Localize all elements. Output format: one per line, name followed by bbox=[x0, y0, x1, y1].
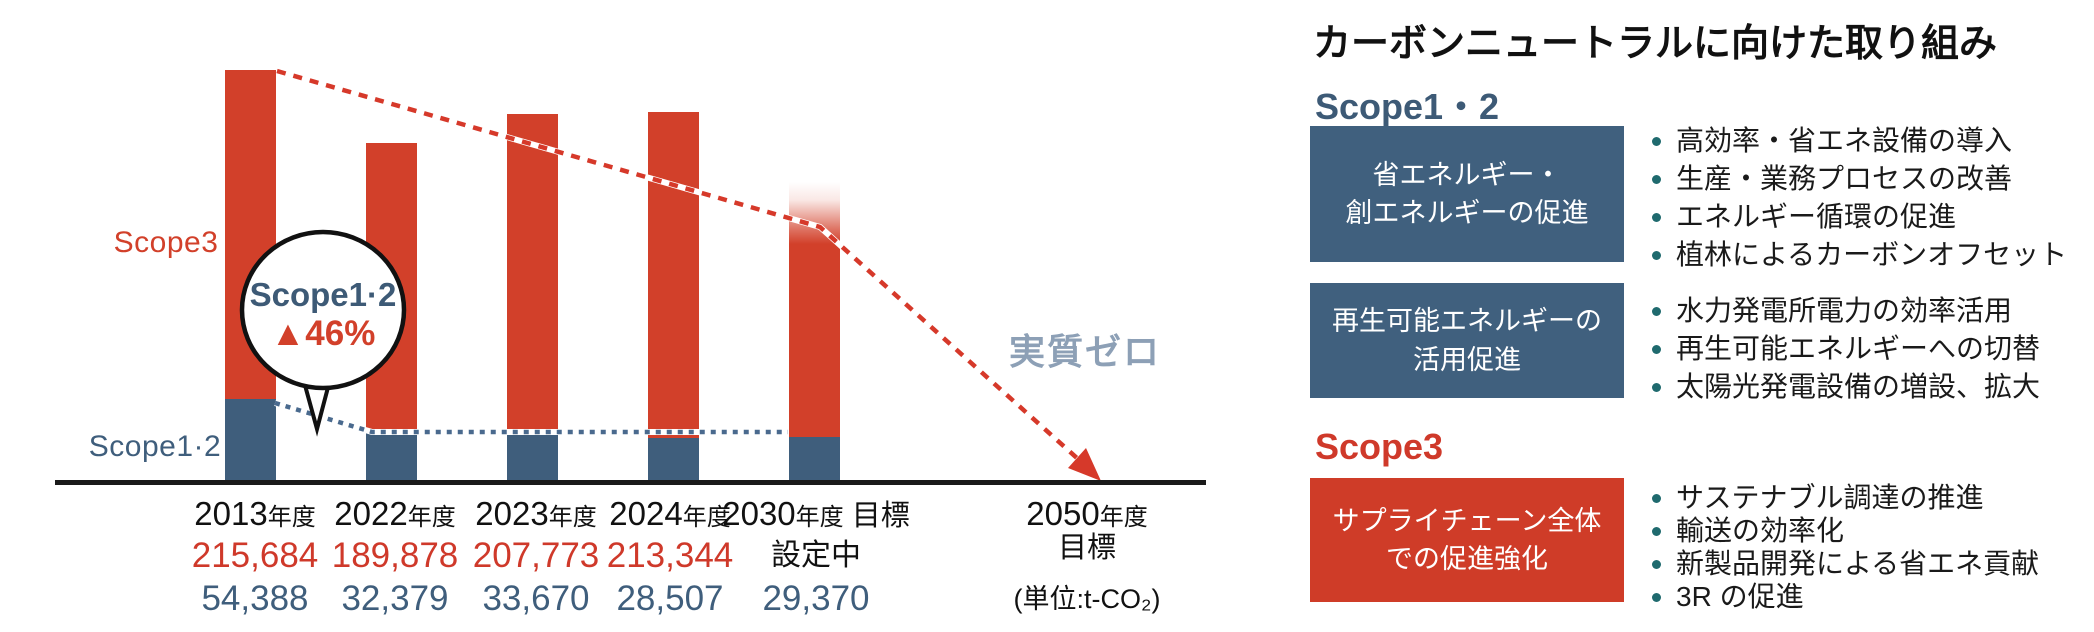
initiative-item: 高効率・省エネ設備の導入 bbox=[1652, 122, 2067, 160]
initiative-item: 水力発電所電力の効率活用 bbox=[1652, 292, 2040, 330]
scope3-value: 213,344 bbox=[606, 536, 734, 575]
initiative-item: 生産・業務プロセスの改善 bbox=[1652, 160, 2067, 198]
scope3-value: 189,878 bbox=[331, 536, 459, 575]
year-label: 2023年度 bbox=[475, 495, 597, 532]
initiative-item: 3R の促進 bbox=[1652, 580, 2039, 613]
x-axis-line bbox=[55, 480, 1206, 485]
callout-tail bbox=[300, 373, 334, 437]
scope12-segment bbox=[647, 438, 699, 482]
scope3-status: 設定中 bbox=[771, 539, 861, 572]
year-label: 2024年度 bbox=[609, 495, 731, 532]
initiative-item: 新製品開発による省エネ貢献 bbox=[1652, 547, 2039, 580]
scope12-segment bbox=[788, 437, 840, 482]
scope3-segment bbox=[506, 114, 558, 431]
scope12-value: 29,370 bbox=[762, 579, 870, 618]
scope3-segment bbox=[788, 182, 840, 437]
panel-title: カーボンニュートラルに向けた取り組み bbox=[1313, 23, 1998, 65]
scope3-value: 215,684 bbox=[191, 536, 319, 575]
scope12-segment bbox=[506, 431, 558, 482]
year-label: 2022年度 bbox=[334, 495, 456, 532]
unit-note: (単位:t-CO₂) bbox=[1013, 584, 1161, 614]
callout-text: Scope1·2 ▲46% bbox=[242, 276, 404, 354]
net-zero-label: 実質ゼロ bbox=[1008, 331, 1161, 372]
year-label: 2030年度 目標 bbox=[722, 495, 910, 532]
scope12-value: 28,507 bbox=[616, 579, 724, 618]
scope12-segment bbox=[365, 433, 417, 482]
scope3-heading: Scope3 bbox=[1315, 426, 1444, 467]
initiative-bullet-list-3: サステナブル調達の推進 輸送の効率化 新製品開発による省エネ貢献 3R の促進 bbox=[1652, 481, 2039, 613]
initiative-box-label: サプライチェーン全体 での促進強化 bbox=[1332, 505, 1602, 574]
initiative-box-1: 省エネルギー・ 創エネルギーの促進 bbox=[1310, 126, 1624, 262]
initiative-item: 再生可能エネルギーへの切替 bbox=[1652, 330, 2040, 368]
scope12-value: 33,670 bbox=[482, 579, 590, 618]
scope12-series-label: Scope1·2 bbox=[88, 430, 222, 463]
callout-reduction-value: ▲46% bbox=[270, 313, 376, 353]
initiative-item: 植林によるカーボンオフセット bbox=[1652, 236, 2067, 274]
initiative-box-label: 再生可能エネルギーの 活用促進 bbox=[1332, 306, 1602, 375]
year-label: 2050年度 bbox=[1026, 495, 1148, 532]
initiative-box-3: サプライチェーン全体 での促進強化 bbox=[1310, 478, 1624, 602]
initiative-box-2: 再生可能エネルギーの 活用促進 bbox=[1310, 283, 1624, 398]
scope12-heading: Scope1・2 bbox=[1315, 86, 1500, 127]
year-label: 2013年度 bbox=[194, 495, 316, 532]
scope12-value: 54,388 bbox=[201, 579, 309, 618]
scope3-value: 207,773 bbox=[472, 536, 600, 575]
initiative-bullet-list-1: 高効率・省エネ設備の導入 生産・業務プロセスの改善 エネルギー循環の促進 植林によるカ… bbox=[1652, 122, 2067, 274]
initiative-bullet-list-2: 水力発電所電力の効率活用 再生可能エネルギーへの切替 太陽光発電設備の増設、拡大 bbox=[1652, 292, 2040, 406]
scope3-series-label: Scope3 bbox=[113, 226, 219, 259]
scope12-segment bbox=[224, 399, 276, 482]
callout-scope-label: Scope1·2 bbox=[249, 276, 397, 313]
arrowhead-icon bbox=[1068, 448, 1101, 481]
initiative-item: 太陽光発電設備の増設、拡大 bbox=[1652, 368, 2040, 406]
goal-label: 目標 bbox=[1057, 532, 1116, 564]
initiative-item: サステナブル調達の推進 bbox=[1652, 481, 2039, 514]
initiative-item: 輸送の効率化 bbox=[1652, 514, 2039, 547]
scope3-segment bbox=[647, 112, 699, 438]
initiative-box-label: 省エネルギー・ 創エネルギーの促進 bbox=[1345, 159, 1589, 228]
initiative-item: エネルギー循環の促進 bbox=[1652, 198, 2067, 236]
scope12-value: 32,379 bbox=[341, 579, 449, 618]
